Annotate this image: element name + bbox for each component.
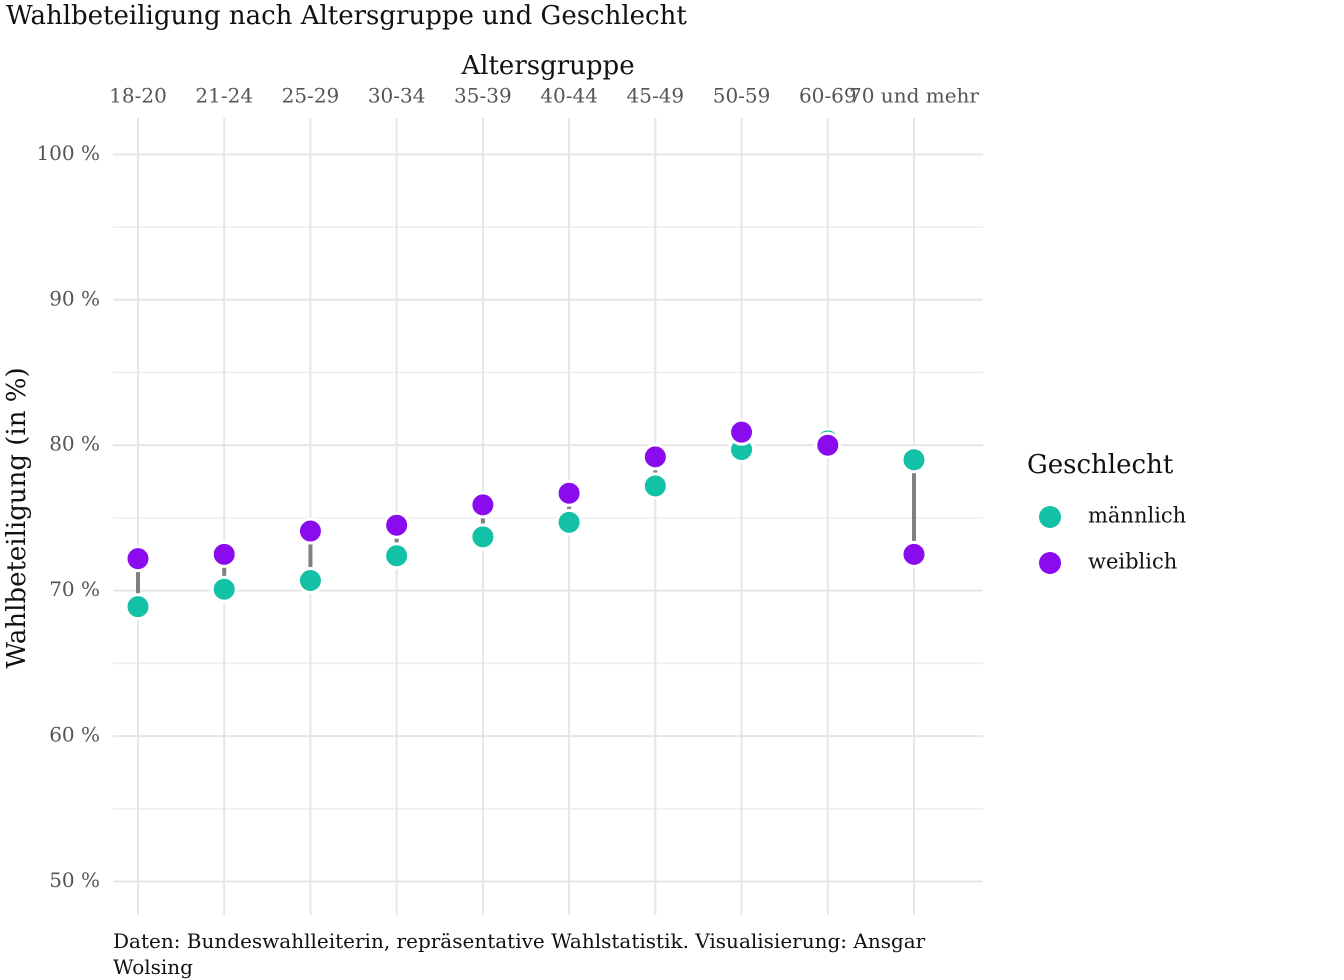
point [814, 431, 842, 459]
chart: Wahlbeteiligung nach Altersgruppe und Ge… [2, 1, 1186, 915]
point [383, 542, 411, 570]
y-tick-label: 100 % [36, 141, 100, 165]
point [469, 491, 497, 519]
legend-title: Geschlecht [1027, 450, 1174, 480]
y-tick-label: 90 % [49, 286, 100, 310]
x-tick-label: 70 und mehr [849, 84, 979, 108]
legend-swatch [1039, 552, 1061, 574]
y-tick-label: 50 % [49, 868, 100, 892]
x-tick-label: 50-59 [713, 84, 771, 108]
x-tick-label: 18-20 [109, 84, 167, 108]
point [555, 508, 583, 536]
x-tick-label: 30-34 [368, 84, 426, 108]
point [124, 593, 152, 621]
point [641, 443, 669, 471]
point [296, 566, 324, 594]
x-tick-label: 25-29 [282, 84, 340, 108]
x-tick-label: 21-24 [195, 84, 253, 108]
y-tick-label: 60 % [49, 723, 100, 747]
x-tick-label: 45-49 [627, 84, 685, 108]
point [210, 540, 238, 568]
x-tick-label: 40-44 [540, 84, 598, 108]
point [383, 511, 411, 539]
x-tick-label: 35-39 [454, 84, 512, 108]
x-axis-title: Altersgruppe [460, 51, 634, 81]
y-tick-label: 70 % [49, 577, 100, 601]
x-tick-label: 60-69 [799, 84, 857, 108]
y-axis-title: Wahlbeteiligung (in %) [2, 367, 32, 668]
point [296, 517, 324, 545]
point [641, 472, 669, 500]
legend-label: männlich [1088, 504, 1186, 528]
legend-swatch [1039, 506, 1061, 528]
point [469, 523, 497, 551]
y-tick-label: 80 % [49, 432, 100, 456]
point [900, 446, 928, 474]
legend-label: weiblich [1088, 550, 1177, 574]
chart-title: Wahlbeteiligung nach Altersgruppe und Ge… [6, 1, 687, 31]
caption: Daten: Bundeswahlleiterin, repräsentativ… [113, 929, 926, 979]
point [555, 479, 583, 507]
page: Wahlbeteiligung nach Altersgruppe und Ge… [2, 1, 1187, 979]
point [210, 575, 238, 603]
point [900, 540, 928, 568]
point [728, 418, 756, 446]
point [124, 545, 152, 573]
